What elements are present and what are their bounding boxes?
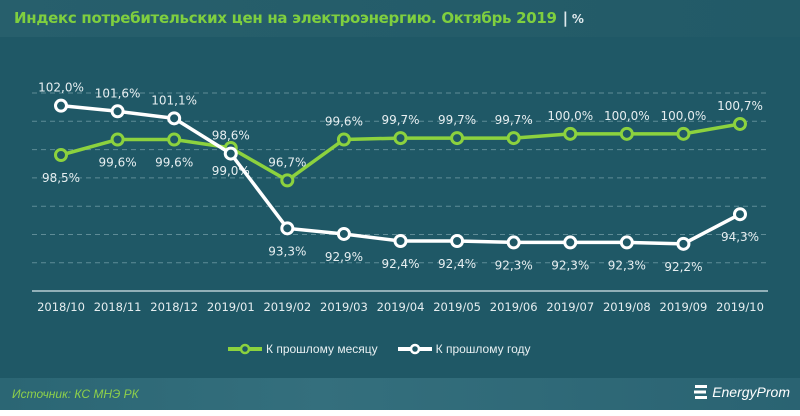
data-label: 101,1% [151,93,197,107]
data-label: 100,0% [547,109,593,123]
x-tick-label: 2019/09 [660,300,708,314]
footer: Источник: КС МНЭ РК EnergyProm [0,378,800,410]
data-point [619,235,634,250]
logo-icon [694,385,708,399]
data-point [450,234,465,249]
data-point [733,116,747,131]
data-label: 99,6% [99,155,137,169]
title-separator: | [562,9,568,27]
data-point [506,235,521,250]
data-label: 100,0% [604,109,650,123]
line-chart: 2018/10 2018/11 2018/12 2019/01 2019/02 2019/… [32,81,768,314]
data-label: 99,6% [325,114,363,128]
data-point [280,221,295,236]
data-point [563,126,578,141]
data-point [450,131,465,146]
data-point [563,235,578,250]
data-point [280,173,295,188]
data-label: 100,0% [661,109,707,123]
source-text: Источник: КС МНЭ РК [12,387,139,401]
x-tick-label: 2019/06 [490,300,538,314]
logo-text: EnergyProm [712,384,790,400]
data-label: 92,3% [551,258,589,272]
data-point [676,126,691,141]
data-label: 99,7% [381,113,419,127]
chart-title: Индекс потребительских цен на электроэне… [14,9,584,27]
data-point [393,234,408,249]
legend-label: К прошлому году [435,342,531,356]
title-bar: Индекс потребительских цен на электроэне… [0,0,800,37]
data-label: 99,7% [495,113,533,127]
data-label: 94,3% [721,230,759,244]
x-tick-label: 2019/07 [546,300,594,314]
data-point [167,111,182,126]
data-point [54,98,68,113]
x-tick-label: 2019/03 [320,300,368,314]
data-point [110,132,125,147]
data-label: 99,6% [155,155,193,169]
data-label: 96,7% [268,155,306,169]
legend-green-marker-icon [228,343,262,355]
x-tick-label: 2019/02 [263,300,311,314]
x-tick-label: 2019/05 [433,300,481,314]
legend: К прошлому месяцу К прошлому году [228,342,530,356]
data-label: 100,7% [717,99,763,113]
data-label: 98,5% [42,171,80,185]
data-point [393,131,408,146]
x-tick-label: 2019/01 [207,300,255,314]
data-label: 93,3% [268,244,306,258]
x-tick-label: 2019/08 [603,300,651,314]
data-point [167,132,182,147]
data-label: 92,4% [381,257,419,271]
x-tick-label: 2018/12 [150,300,198,314]
legend-item-year[interactable]: К прошлому году [397,342,531,356]
title-text: Индекс потребительских цен на электроэне… [14,9,557,27]
legend-label: К прошлому месяцу [266,342,378,356]
x-tick-label: 2019/10 [716,300,764,314]
data-label: 102,0% [38,81,84,95]
title-unit: % [571,12,584,26]
data-point [336,226,351,241]
data-label: 99,7% [438,113,476,127]
data-label: 92,3% [495,258,533,272]
energyprom-logo: EnergyProm [694,384,790,400]
data-point [54,148,68,162]
x-tick-label: 2018/10 [37,300,85,314]
data-point [619,126,634,141]
data-point [733,207,747,222]
data-point [223,146,238,161]
x-tick-label: 2019/04 [377,300,425,314]
data-label: 101,6% [95,86,141,100]
data-label: 98,6% [212,129,250,143]
data-label: 92,9% [325,250,363,264]
legend-item-month[interactable]: К прошлому месяцу [228,342,378,356]
data-label: 92,4% [438,257,476,271]
data-label: 92,2% [664,260,702,274]
data-point [336,132,351,147]
data-point [676,236,691,251]
data-point [506,131,521,146]
data-point [110,104,125,119]
data-label: 92,3% [608,258,646,272]
x-tick-label: 2018/11 [94,300,142,314]
legend-white-marker-icon [397,343,432,355]
